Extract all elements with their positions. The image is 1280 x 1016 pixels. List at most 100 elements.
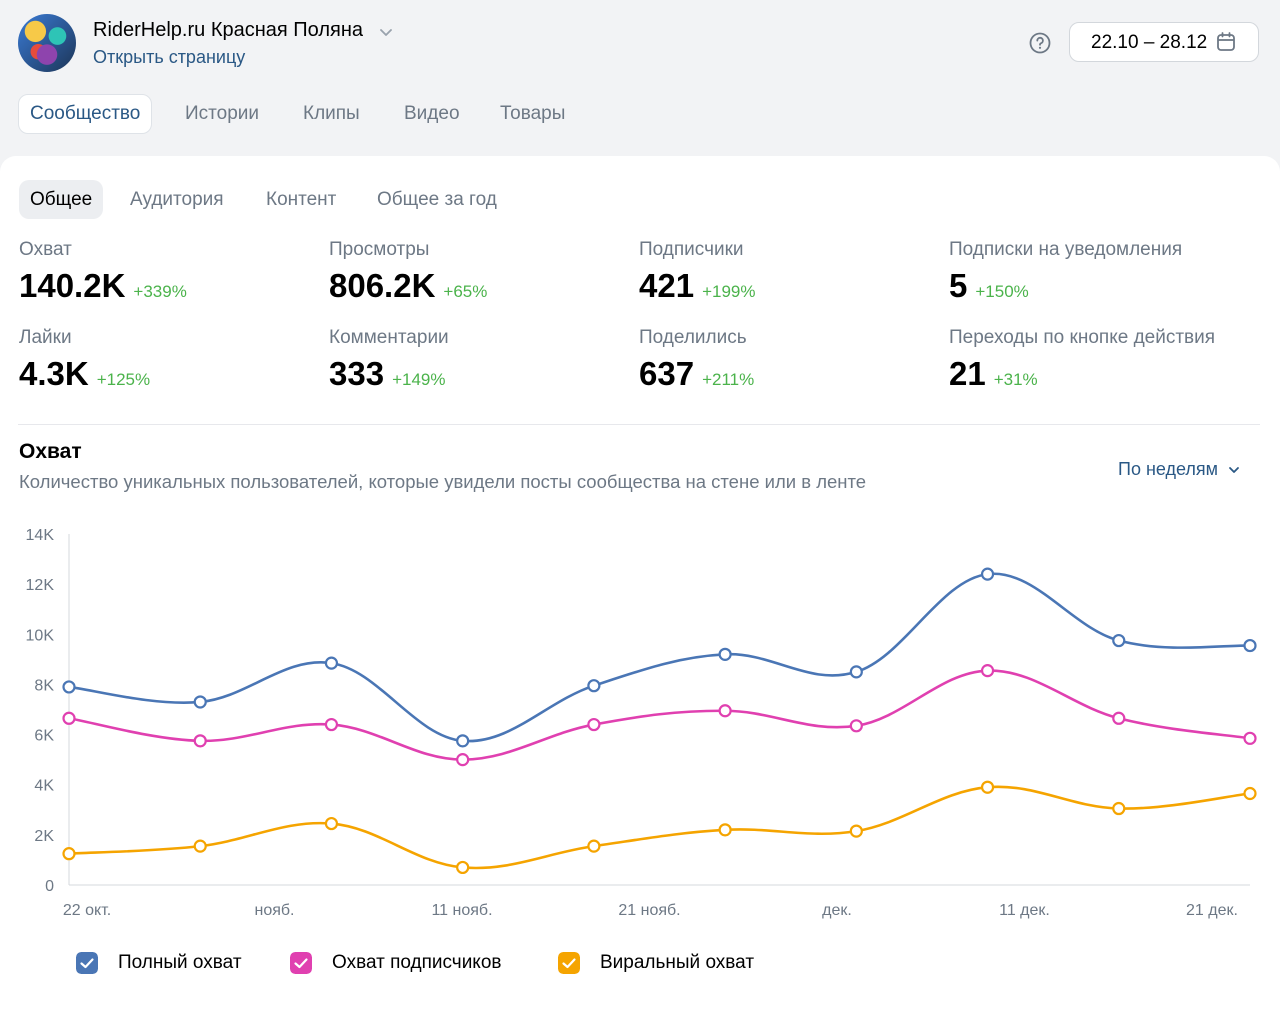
metric-value: 637 — [639, 355, 695, 392]
tab-stories[interactable]: Истории — [185, 103, 260, 124]
data-point — [849, 719, 863, 733]
data-point — [587, 717, 601, 732]
metric-value-row: 4.3K +125% — [19, 355, 150, 393]
divider — [18, 424, 1260, 425]
community-name[interactable]: RiderHelp.ru Красная Поляна — [93, 19, 363, 41]
chevron-down-icon — [1229, 467, 1239, 474]
metric-value: 4.3K — [19, 355, 89, 392]
data-point — [718, 647, 732, 661]
metric-value: 21 — [949, 355, 986, 392]
subtab-content[interactable]: Контент — [266, 189, 337, 210]
metric-delta: +211% — [702, 370, 755, 389]
metric-value-row: 140.2K +339% — [19, 267, 187, 305]
y-tick-label: 14K — [26, 527, 55, 544]
data-point — [62, 711, 76, 725]
metric-value-row: 806.2K +65% — [329, 267, 487, 305]
data-point — [193, 695, 207, 709]
data-point — [456, 753, 470, 767]
y-tick-label: 4K — [34, 778, 54, 795]
x-tick-label: 11 нояб. — [431, 902, 492, 919]
y-tick-label: 12K — [26, 577, 55, 594]
date-range-picker[interactable]: 22.10 – 28.12 — [1069, 22, 1259, 62]
tab-community[interactable]: Сообщество — [18, 94, 153, 134]
data-point — [324, 717, 339, 732]
series-line-2 — [67, 669, 1252, 761]
checkbox-checked-icon — [558, 952, 580, 974]
data-point — [980, 780, 995, 794]
data-point — [1243, 786, 1257, 801]
metric-action-button-clicks[interactable]: Переходы по кнопке действия 21 +31% — [949, 327, 1249, 392]
data-point — [1112, 711, 1126, 725]
stats-card: Общее Аудитория Контент Общее за год Охв… — [0, 156, 1280, 1016]
tab-goods[interactable]: Товары — [500, 103, 566, 124]
calendar-icon — [1217, 32, 1235, 51]
metric-delta: +125% — [96, 370, 151, 389]
metric-label: Переходы по кнопке действия — [949, 327, 1216, 348]
metric-notification-subscriptions[interactable]: Подписки на уведомления 5 +150% — [949, 239, 1249, 304]
legend-label: Полный охват — [118, 952, 242, 973]
metric-value: 806.2K — [329, 267, 436, 304]
data-point — [1243, 638, 1257, 653]
series-line-1 — [67, 572, 1252, 743]
data-point — [1112, 633, 1126, 648]
metric-views[interactable]: Просмотры 806.2K +65% — [329, 239, 629, 304]
data-point — [718, 823, 732, 837]
data-point — [849, 665, 863, 679]
metric-value: 421 — [639, 267, 695, 304]
metric-label: Просмотры — [329, 239, 430, 260]
subtab-year-summary[interactable]: Общее за год — [377, 189, 497, 210]
metric-value-row: 421 +199% — [639, 267, 755, 305]
x-tick-label: дек. — [822, 902, 852, 919]
metric-label: Комментарии — [329, 327, 449, 348]
page-header: RiderHelp.ru Красная Поляна Открыть стра… — [0, 0, 1280, 160]
tab-video[interactable]: Видео — [404, 103, 460, 124]
metric-likes[interactable]: Лайки 4.3K +125% — [19, 327, 319, 392]
chevron-down-icon[interactable] — [376, 22, 396, 42]
data-point — [849, 824, 863, 838]
legend-label: Охват подписчиков — [332, 952, 502, 973]
metric-label: Поделились — [639, 327, 747, 348]
x-tick-label: 11 дек. — [999, 902, 1050, 919]
y-tick-label: 2K — [34, 828, 54, 845]
x-tick-label: 22 окт. — [63, 902, 111, 919]
x-tick-label: 21 нояб. — [618, 902, 680, 919]
question-circle-icon[interactable] — [1028, 31, 1052, 55]
subtab-general[interactable]: Общее — [19, 180, 104, 219]
metric-delta: +31% — [993, 370, 1038, 389]
period-selector-label: По неделям — [1118, 459, 1219, 479]
metric-value: 333 — [329, 355, 385, 392]
y-tick-label: 0 — [45, 878, 54, 895]
tab-clips[interactable]: Клипы — [303, 103, 360, 124]
x-tick-label: нояб. — [254, 902, 294, 919]
data-point — [980, 567, 995, 581]
date-range-text: 22.10 – 28.12 — [1091, 32, 1208, 53]
metric-delta: +199% — [702, 282, 756, 301]
metric-shares[interactable]: Поделились 637 +211% — [639, 327, 939, 392]
y-tick-label: 6K — [34, 728, 54, 745]
data-point — [1243, 731, 1257, 745]
metric-label: Подписчики — [639, 239, 744, 260]
metric-delta: +149% — [392, 370, 446, 389]
data-point — [193, 734, 207, 748]
data-point — [62, 680, 76, 694]
data-point — [718, 704, 732, 718]
metric-subscribers[interactable]: Подписчики 421 +199% — [639, 239, 939, 304]
subtab-audience[interactable]: Аудитория — [130, 189, 224, 210]
data-point — [1112, 801, 1126, 816]
open-page-link[interactable]: Открыть страницу — [93, 47, 246, 67]
reach-line-chart: 0 2K 4K 6K 8K 10K 12K 14K 22 окт. нояб. 11 нояб. 21… — [26, 527, 1257, 919]
data-point — [587, 839, 601, 853]
y-tick-label: 8K — [34, 677, 54, 694]
data-point — [980, 664, 995, 678]
metric-comments[interactable]: Комментарии 333 +149% — [329, 327, 629, 392]
period-selector[interactable]: По неделям — [1118, 459, 1241, 480]
metric-delta: +65% — [443, 282, 488, 301]
metric-reach[interactable]: Охват 140.2K +339% — [19, 239, 319, 304]
data-point — [456, 860, 470, 875]
metric-delta: +150% — [975, 282, 1029, 301]
metric-value: 5 — [949, 267, 968, 304]
chart-title: Охват — [19, 440, 82, 463]
community-avatar[interactable] — [18, 14, 76, 72]
y-tick-label: 10K — [26, 627, 55, 644]
metric-label: Подписки на уведомления — [949, 239, 1183, 260]
